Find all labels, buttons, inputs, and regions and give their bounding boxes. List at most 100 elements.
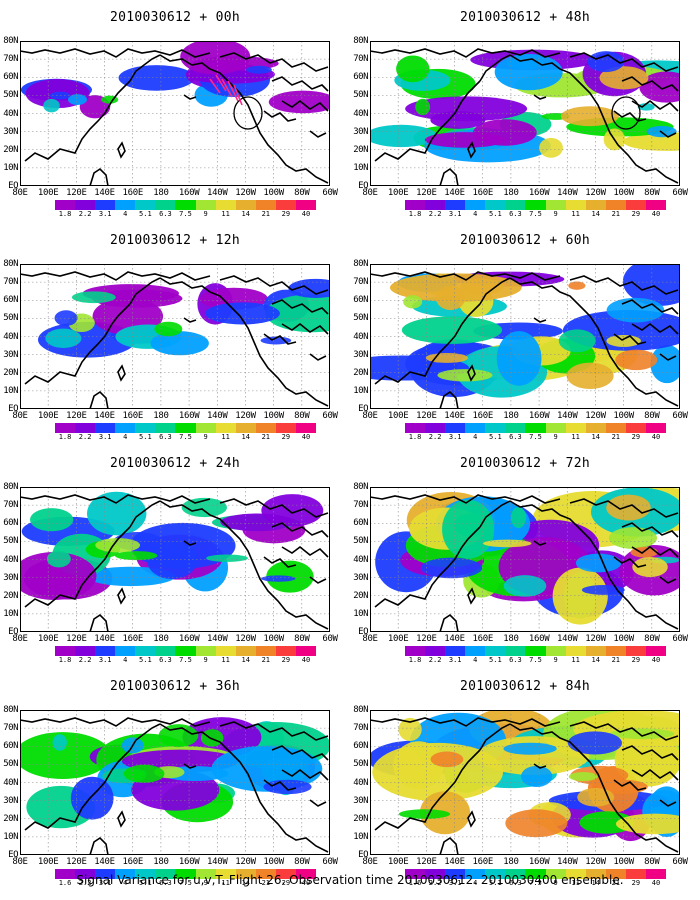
colorbar-label: 6.3 <box>159 433 172 441</box>
colorbar-swatch <box>585 646 606 656</box>
variance-contour-core <box>154 321 183 337</box>
colorbar-label: 9 <box>203 210 208 218</box>
latitude-label: 40N <box>353 108 368 119</box>
colorbar-swatch <box>505 869 526 879</box>
latitude-label: 20N <box>3 590 18 601</box>
colorbar-label: 5.1 <box>489 656 502 664</box>
colorbar-swatch <box>425 869 446 879</box>
colorbar-swatch <box>135 646 156 656</box>
colorbar-label: 6.3 <box>509 433 522 441</box>
colorbar-label: 6.3 <box>159 879 172 887</box>
variance-contour-core <box>560 106 619 127</box>
colorbar-label: 40 <box>301 210 311 218</box>
variance-contour <box>70 776 114 820</box>
latitude-label: 40N <box>3 777 18 788</box>
latitude-label: 50N <box>3 90 18 101</box>
colorbar-swatch <box>75 646 96 656</box>
longitude-label: 120E <box>416 857 437 867</box>
longitude-label: 80E <box>12 857 28 867</box>
longitude-label: 140W <box>207 634 228 644</box>
map-panel: 2010030612 + 24h 80N 70N 60N 50N 40N 30N 20N 10N… <box>0 446 350 669</box>
colorbar-swatch <box>605 200 626 210</box>
coastline <box>370 494 561 504</box>
colorbar-label: 4 <box>473 433 478 441</box>
colorbar-swatch <box>625 200 646 210</box>
colorbar-label: 11 <box>221 210 230 218</box>
longitude-label: 160W <box>178 411 200 421</box>
latitude-label: 60N <box>353 741 368 752</box>
longitude-label: 120W <box>585 188 606 198</box>
panel-title: 2010030612 + 72h <box>459 456 591 471</box>
coastline <box>24 526 131 608</box>
coastline <box>309 576 327 584</box>
colorbar-label: 21 <box>611 433 621 441</box>
colorbar-swatch <box>525 869 546 879</box>
variance-contour <box>205 302 280 325</box>
longitude-label: 160E <box>472 411 493 421</box>
latitude-label: 80N <box>3 259 18 269</box>
panel-title: 2010030612 + 24h <box>109 456 241 471</box>
longitude-label: 140W <box>557 188 578 198</box>
coastline <box>467 364 476 382</box>
colorbar-swatch <box>505 423 526 433</box>
longitude-label: 60W <box>672 188 688 198</box>
colorbar-swatch <box>505 200 526 210</box>
longitude-label: 160W <box>178 188 200 198</box>
colorbar-label: 3.1 <box>98 879 112 887</box>
colorbar-label: 7.5 <box>529 433 542 441</box>
longitude-label: 100E <box>37 857 59 867</box>
colorbar-swatch <box>465 646 486 656</box>
latitude-label: EQ <box>358 404 368 414</box>
longitude-label: 160E <box>472 634 493 644</box>
longitude-label: 160W <box>528 857 550 867</box>
colorbar-label: 5.1 <box>139 879 152 887</box>
colorbar-label: 4 <box>473 656 478 664</box>
longitude-label: 120E <box>66 411 87 421</box>
coastline <box>89 836 109 855</box>
coastline <box>569 721 679 741</box>
latitude-label: 40N <box>353 777 368 788</box>
coastline <box>129 277 161 305</box>
coastline <box>117 141 126 159</box>
coastline <box>159 277 329 407</box>
coastline <box>117 364 126 382</box>
colorbar-label: 1.8 <box>58 433 72 441</box>
colorbar-label: 1.8 <box>58 656 72 664</box>
variance-contour <box>20 732 111 779</box>
longitude-label: 100W <box>263 411 284 421</box>
colorbar-label: 4 <box>123 210 128 218</box>
longitude-label: 140E <box>94 634 115 644</box>
colorbar-swatch <box>465 200 486 210</box>
coastline <box>479 500 511 528</box>
longitude-label: 160W <box>528 188 550 198</box>
variance-contour <box>478 736 590 775</box>
longitude-label: 120W <box>235 857 256 867</box>
variance-contour-core <box>503 575 547 597</box>
variance-contour <box>20 552 97 600</box>
colorbar <box>55 423 317 433</box>
map-panel: 2010030612 + 12h 80N 70N 60N 50N 40N 30N 20N 10N… <box>0 223 350 446</box>
colorbar-swatch <box>175 646 196 656</box>
colorbar-swatch <box>55 200 76 210</box>
colorbar-swatch <box>95 423 116 433</box>
coastline <box>533 763 547 769</box>
variance-contour-core <box>568 281 586 290</box>
colorbar-swatch <box>275 646 296 656</box>
colorbar-label: 14 <box>591 656 600 664</box>
variance-contour <box>650 344 680 384</box>
coastline <box>281 99 329 112</box>
longitude-label: 100W <box>263 634 284 644</box>
colorbar-swatch <box>585 200 606 210</box>
colorbar-label: 1.8 <box>58 210 72 218</box>
colorbar-label: 14 <box>591 433 600 441</box>
longitude-label: 140E <box>94 188 115 198</box>
longitude-label: 140W <box>557 634 578 644</box>
longitude-label: 180 <box>153 634 169 644</box>
colorbar-swatch <box>95 646 116 656</box>
colorbar-swatch <box>545 869 566 879</box>
colorbar-swatch <box>645 423 667 433</box>
colorbar-swatch <box>255 200 276 210</box>
colorbar-label: 7.5 <box>179 210 192 218</box>
longitude-label: 80E <box>362 411 378 421</box>
variance-contour-core <box>123 764 165 783</box>
